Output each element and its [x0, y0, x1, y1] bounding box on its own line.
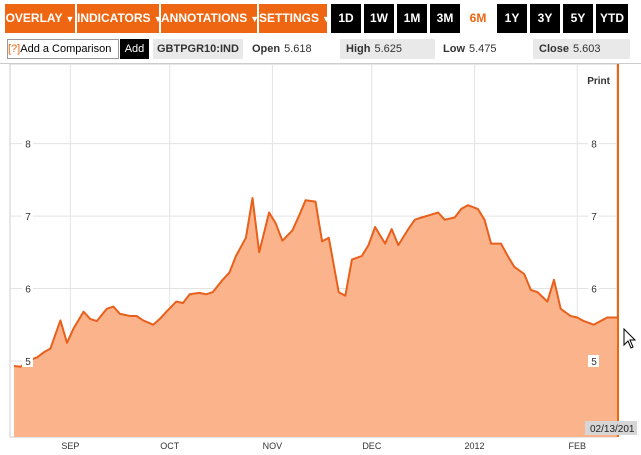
- overlay-menu-button[interactable]: OVERLAY ▼: [5, 4, 75, 33]
- chevron-down-icon: ▼: [153, 14, 163, 24]
- settings-menu-button[interactable]: SETTINGS ▼: [259, 4, 331, 33]
- overlay-menu-label: OVERLAY: [5, 11, 63, 25]
- open-stat: Open 5.618: [246, 39, 336, 59]
- range-6m-button[interactable]: 6M: [463, 4, 493, 33]
- quote-info-bar: [?]Add a Comparison Add GBTPGR10:IND Ope…: [0, 37, 641, 61]
- y-tick-label-right: 8: [591, 140, 597, 151]
- y-tick-bg: [22, 282, 33, 295]
- close-stat: Close 5.603: [533, 39, 630, 59]
- range-1d-button[interactable]: 1D: [331, 4, 361, 33]
- range-1w-button[interactable]: 1W: [364, 4, 394, 33]
- high-stat: High 5.625: [340, 39, 435, 59]
- y-tick-label-right: 7: [591, 212, 597, 223]
- y-axis-right: 5 6 7 8: [588, 137, 599, 368]
- price-area: [14, 198, 617, 437]
- low-label: Low: [443, 43, 465, 55]
- y-tick-bg: [22, 137, 33, 150]
- y-tick-label-left: 7: [25, 212, 31, 223]
- range-1y-button[interactable]: 1Y: [497, 4, 527, 33]
- y-tick-label-right: 6: [591, 285, 597, 296]
- high-label: High: [346, 43, 371, 55]
- print-link[interactable]: Print: [587, 76, 610, 87]
- chevron-down-icon: ▼: [322, 14, 331, 24]
- close-value: 5.603: [572, 43, 601, 55]
- y-tick-label-left: 5: [25, 357, 31, 368]
- range-ytd-button[interactable]: YTD: [596, 4, 628, 33]
- close-label: Close: [539, 43, 569, 55]
- settings-menu-label: SETTINGS: [259, 11, 320, 25]
- indicators-menu-label: INDICATORS: [77, 11, 151, 25]
- annotations-menu-button[interactable]: ANNOTATIONS ▼: [161, 4, 260, 33]
- x-tick-label: 2012: [465, 441, 485, 451]
- chevron-down-icon: ▼: [65, 14, 75, 24]
- chart-toolbar: OVERLAY ▼ INDICATORS ▼ ANNOTATIONS ▼ SETTIN…: [0, 0, 641, 34]
- y-tick-label-right: 5: [591, 357, 597, 368]
- open-value: 5.618: [284, 43, 312, 55]
- y-tick-label-left: 8: [25, 140, 31, 151]
- date-badge-label: 02/13/201: [590, 424, 635, 435]
- y-tick-bg: [588, 210, 599, 223]
- range-1m-button[interactable]: 1M: [397, 4, 427, 33]
- y-tick-bg: [588, 354, 599, 367]
- low-stat: Low 5.475: [437, 39, 531, 59]
- y-tick-label-left: 6: [25, 285, 31, 296]
- x-tick-label: FEB: [568, 441, 586, 451]
- y-axis-left: 5 6 7 8: [22, 137, 33, 368]
- high-value: 5.625: [374, 43, 402, 55]
- mouse-cursor-icon: [623, 328, 637, 349]
- add-comparison-button[interactable]: Add: [120, 39, 149, 59]
- add-comparison-input[interactable]: [?]Add a Comparison: [7, 39, 119, 59]
- open-label: Open: [252, 43, 281, 55]
- chevron-down-icon: ▼: [250, 14, 260, 24]
- x-tick-label: NOV: [263, 441, 283, 451]
- date-badge: [585, 421, 637, 435]
- y-tick-bg: [22, 210, 33, 223]
- x-axis: SEP OCT NOV DEC 2012 FEB: [61, 441, 586, 451]
- low-value: 5.475: [469, 43, 497, 55]
- y-tick-bg: [588, 282, 599, 295]
- add-comparison-label: Add a Comparison: [20, 43, 112, 55]
- range-3y-button[interactable]: 3Y: [530, 4, 560, 33]
- annotations-menu-label: ANNOTATIONS: [161, 11, 248, 25]
- x-tick-label: OCT: [160, 441, 180, 451]
- x-tick-label: DEC: [362, 441, 382, 451]
- ticker-symbol: GBTPGR10:IND: [153, 39, 243, 59]
- range-3m-button[interactable]: 3M: [430, 4, 460, 33]
- price-chart: 5 6 7 8 5 6 7 8 SEP OCT NOV DEC 2012 FEB Print 02/1…: [9, 64, 637, 451]
- help-icon[interactable]: [?]: [8, 43, 21, 55]
- x-tick-label: SEP: [61, 441, 79, 451]
- price-line: [13, 197, 617, 368]
- range-5y-button[interactable]: 5Y: [563, 4, 593, 33]
- y-tick-bg: [588, 137, 599, 150]
- y-tick-bg: [22, 354, 33, 367]
- indicators-menu-button[interactable]: INDICATORS ▼: [77, 4, 162, 33]
